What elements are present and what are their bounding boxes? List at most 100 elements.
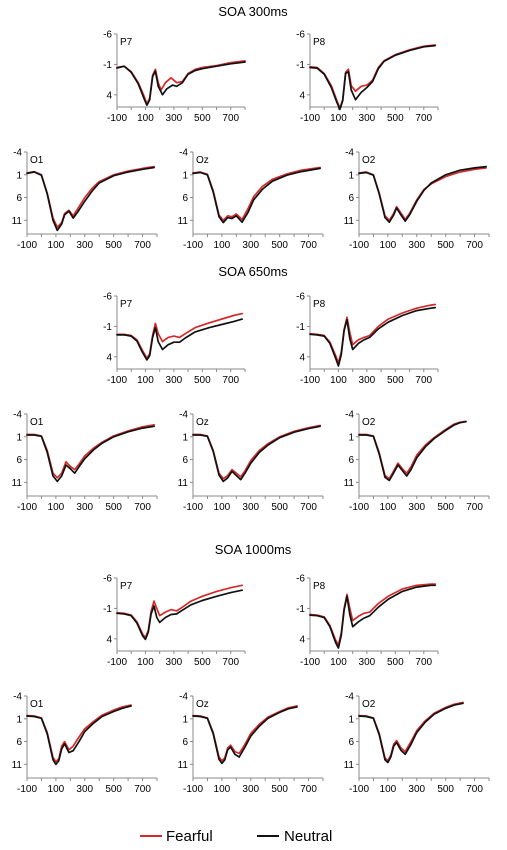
x-tick-label: 700 [415, 657, 432, 668]
series-line-neutral [309, 306, 437, 367]
x-tick-label: 700 [466, 784, 483, 795]
y-tick-label: -6 [103, 574, 112, 585]
panel-p8: -6 -1 4 -100 100 300 500 700 P8 [296, 574, 439, 668]
x-tick-label: 500 [194, 657, 211, 668]
series-line-neutral [309, 584, 437, 649]
y-tick-label: 11 [178, 216, 189, 227]
x-tick-label: 500 [271, 502, 288, 513]
y-tick-label: -1 [103, 60, 112, 71]
y-tick-label: 4 [299, 90, 305, 101]
series-line-neutral [192, 706, 298, 765]
legend-label-fearful: Fearful [166, 828, 213, 845]
x-tick-label: -100 [183, 240, 203, 251]
x-tick-label: 700 [466, 502, 483, 513]
series-line-neutral [26, 705, 132, 766]
x-tick-label: 100 [214, 784, 231, 795]
x-tick-label: 100 [48, 240, 65, 251]
x-tick-label: 500 [105, 502, 122, 513]
y-tick-label: -4 [179, 148, 188, 159]
y-tick-label: 1 [348, 432, 354, 443]
legend-label-neutral: Neutral [284, 828, 332, 845]
y-tick-label: 1 [348, 714, 354, 725]
x-tick-label: 700 [222, 375, 239, 386]
panel-label: Oz [196, 155, 209, 166]
panel-oz: -4 1 6 11 -100 100 300 500 700 Oz [178, 148, 324, 251]
x-tick-label: 300 [76, 784, 93, 795]
y-tick-label: 1 [16, 432, 22, 443]
series-line-fearful [26, 165, 155, 229]
y-tick-label: 11 [344, 478, 355, 489]
x-tick-label: 700 [134, 784, 151, 795]
y-tick-label: -1 [296, 322, 305, 333]
y-tick-label: 4 [106, 90, 112, 101]
panel-o2: -4 1 6 11 -100 100 300 500 700 O2 [344, 692, 490, 795]
x-tick-label: 700 [300, 784, 317, 795]
x-tick-label: 300 [166, 657, 183, 668]
x-tick-label: 300 [76, 240, 93, 251]
y-tick-label: 6 [348, 737, 354, 748]
panel-label: O1 [30, 155, 44, 166]
panel-p8: -6 -1 4 -100 100 300 500 700 P8 [296, 292, 439, 386]
series-line-fearful [358, 701, 464, 762]
y-tick-label: 6 [16, 193, 22, 204]
x-tick-label: -100 [107, 375, 127, 386]
series-line-neutral [358, 702, 464, 764]
x-tick-label: -100 [349, 502, 369, 513]
y-tick-label: 6 [182, 455, 188, 466]
x-tick-label: -100 [300, 113, 320, 124]
x-tick-label: 700 [222, 113, 239, 124]
y-tick-label: 1 [348, 170, 354, 181]
x-tick-label: 500 [105, 784, 122, 795]
y-tick-label: 11 [344, 760, 355, 771]
y-tick-label: -6 [103, 30, 112, 41]
y-tick-label: -1 [296, 604, 305, 615]
x-tick-label: 500 [271, 240, 288, 251]
soa-section: SOA 300ms -6 -1 4 -100 100 300 500 700 P7 -6 -1 4 -10… [12, 4, 490, 251]
y-tick-label: 6 [16, 455, 22, 466]
x-tick-label: 500 [194, 375, 211, 386]
x-tick-label: 500 [437, 784, 454, 795]
y-tick-label: 6 [16, 737, 22, 748]
y-tick-label: 6 [348, 193, 354, 204]
panel-label: O2 [362, 155, 376, 166]
x-tick-label: 700 [134, 502, 151, 513]
y-tick-label: -4 [345, 410, 354, 421]
series-line-fearful [358, 420, 467, 480]
x-tick-label: 500 [437, 240, 454, 251]
section-title: SOA 650ms [218, 264, 288, 279]
y-tick-label: 11 [178, 760, 189, 771]
panel-label: O2 [362, 417, 376, 428]
y-tick-label: -1 [103, 604, 112, 615]
x-tick-label: -100 [17, 784, 37, 795]
series-line-fearful [116, 312, 244, 359]
x-tick-label: 300 [408, 240, 425, 251]
panel-oz: -4 1 6 11 -100 100 300 500 700 Oz [178, 692, 324, 795]
y-tick-label: -6 [103, 292, 112, 303]
series-line-fearful [26, 704, 132, 763]
y-tick-label: -4 [13, 692, 22, 703]
y-tick-label: 11 [344, 216, 355, 227]
x-tick-label: 100 [48, 502, 65, 513]
x-tick-label: 500 [387, 375, 404, 386]
panel-label: Oz [196, 417, 209, 428]
series-line-fearful [192, 166, 321, 222]
series-line-neutral [116, 318, 244, 361]
x-tick-label: -100 [17, 502, 37, 513]
series-line-fearful [309, 583, 437, 646]
y-tick-label: 6 [182, 193, 188, 204]
x-tick-label: 300 [408, 502, 425, 513]
y-tick-label: -4 [179, 410, 188, 421]
x-tick-label: 700 [415, 375, 432, 386]
x-tick-label: -100 [183, 502, 203, 513]
x-tick-label: 100 [137, 657, 154, 668]
x-tick-label: 700 [222, 657, 239, 668]
x-tick-label: 500 [194, 113, 211, 124]
soa-section: SOA 650ms -6 -1 4 -100 100 300 500 700 P7 -6 -1 4 -10… [12, 264, 490, 513]
x-tick-label: -100 [349, 240, 369, 251]
y-tick-label: 6 [348, 455, 354, 466]
y-tick-label: 1 [16, 170, 22, 181]
y-tick-label: -4 [13, 410, 22, 421]
series-line-neutral [116, 61, 246, 107]
x-tick-label: 100 [380, 502, 397, 513]
x-tick-label: -100 [300, 375, 320, 386]
